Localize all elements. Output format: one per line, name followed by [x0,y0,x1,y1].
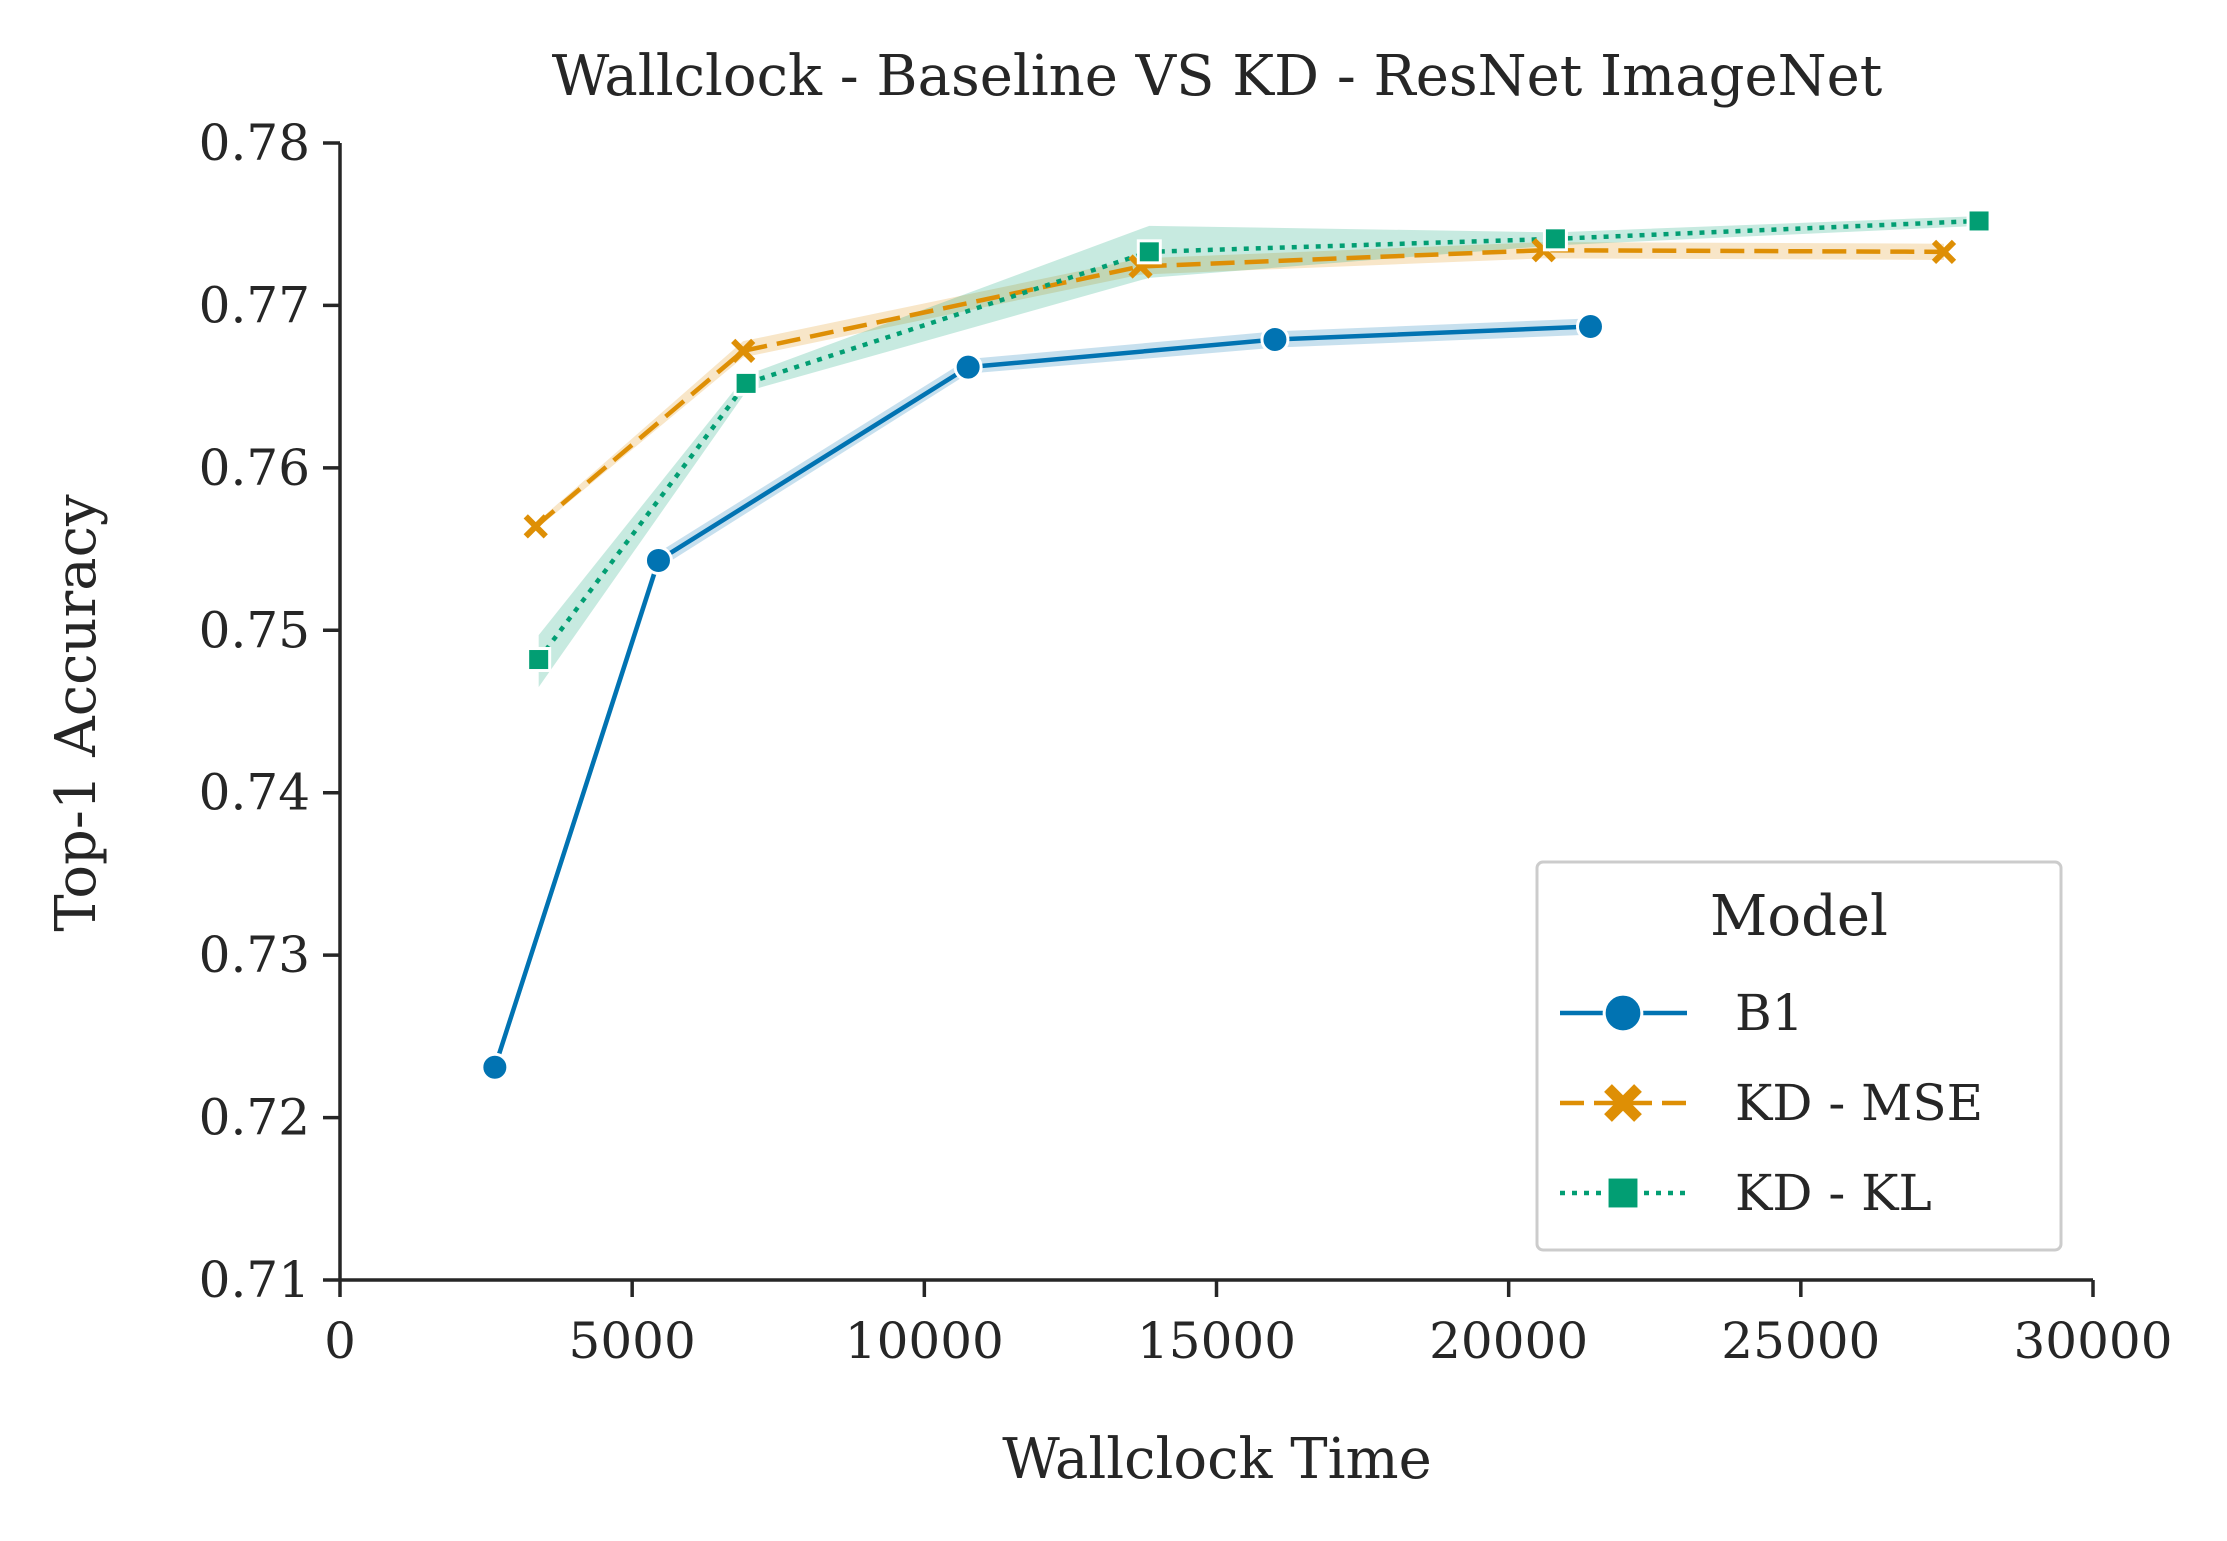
data-point-kd-mse-1 [523,514,548,539]
y-tick-label-3: 0.74 [199,764,310,822]
data-point-kd-mse-5 [1931,239,1957,264]
data-point-b1-3 [953,352,983,382]
y-tick-label-5: 0.76 [199,439,310,497]
y-axis-label: Top-1 Accuracy [44,494,109,932]
x-axis-label: Wallclock Time [1002,1427,1432,1492]
legend-marker-kd-kl [1605,1175,1641,1211]
legend-marker-b1 [1602,992,1644,1034]
x-tick-label-5: 25000 [1721,1312,1880,1370]
legend-label-kd-kl: KD - KL [1735,1164,1932,1222]
legend-frame [1535,860,2063,1252]
y-tick-label-4: 0.75 [199,601,310,659]
x-tick-label-6: 30000 [2013,1312,2172,1370]
y-tick-label-2: 0.73 [199,926,310,984]
series-markers [480,208,1992,1082]
x-tick-label-2: 10000 [845,1312,1004,1370]
data-point-kd-kl-5 [1966,208,1992,234]
series-line-b1 [492,324,1591,1068]
ci-band-kd-kl [538,216,1980,688]
data-point-kd-kl-3 [1136,239,1162,265]
data-point-kd-kl-4 [1542,226,1568,252]
data-point-kd-kl-2 [733,370,759,396]
x-tick-label-0: 0 [324,1312,356,1370]
series-line-kd-kl [536,218,1980,661]
y-tick-label-0: 0.71 [199,1251,310,1309]
legend-marker-kd-mse [1604,1084,1642,1122]
ci-band-kd-mse [535,242,1944,530]
x-tick-label-4: 20000 [1429,1312,1588,1370]
data-point-b1-1 [480,1052,510,1082]
data-point-b1-5 [1575,312,1605,342]
legend-label-b1: B1 [1735,984,1804,1042]
ci-band-b1 [494,318,1591,1074]
legend-label-kd-mse: KD - MSE [1735,1074,1983,1132]
data-point-kd-mse-2 [731,338,756,364]
axes: 0 5000 10000 15000 20000 25000 30000 0.71 0.72 0.… [199,114,2173,1370]
y-tick-label-6: 0.77 [199,276,310,334]
x-tick-label-3: 15000 [1137,1312,1296,1370]
legend: Model B1 KD - MSE KD - KL [1535,860,2063,1252]
data-point-kd-kl-1 [526,647,552,673]
chart-title: Wallclock - Baseline VS KD - ResNet Imag… [552,44,1883,109]
data-point-b1-2 [643,545,673,575]
legend-title: Model [1710,884,1888,949]
y-tick-label-1: 0.72 [199,1089,310,1147]
data-point-b1-4 [1260,325,1290,355]
series-line-kd-mse [534,247,1945,529]
y-tick-label-7: 0.78 [199,114,310,172]
x-tick-label-1: 5000 [569,1312,696,1370]
